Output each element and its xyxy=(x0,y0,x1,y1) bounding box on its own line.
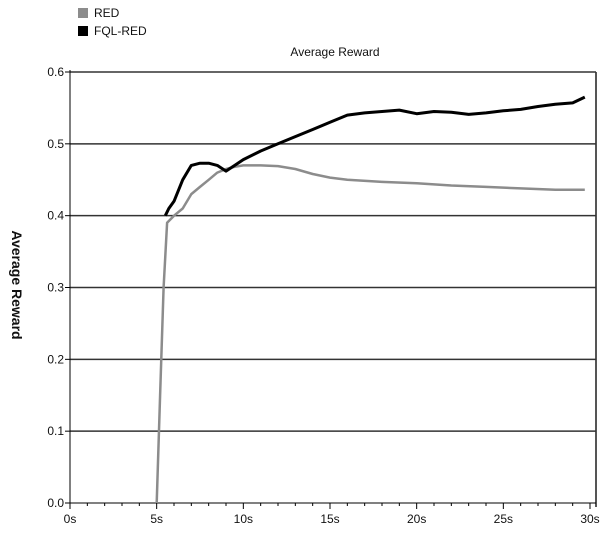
x-tick-label-5: 25s xyxy=(494,512,513,526)
y-tick-label-2: 0.2 xyxy=(47,352,64,366)
y-tick-label-5: 0.5 xyxy=(47,137,64,151)
y-tick-label-4: 0.4 xyxy=(47,209,64,223)
series-line-red xyxy=(155,164,585,504)
x-tick-label-6: 30s xyxy=(580,512,599,526)
x-tick-label-0: 0s xyxy=(64,512,77,526)
legend-swatch-fql-red xyxy=(78,26,88,36)
y-tick-label-1: 0.1 xyxy=(47,424,64,438)
legend-swatch-red xyxy=(78,8,88,18)
x-tick-label-2: 10s xyxy=(234,512,253,526)
chart-title: Average Reward xyxy=(290,45,380,59)
legend-item-red: RED xyxy=(78,4,147,22)
y-tick-label-3: 0.3 xyxy=(47,281,64,295)
x-tick-label-4: 20s xyxy=(407,512,426,526)
y-tick-label-0: 0.0 xyxy=(47,496,64,510)
legend-item-fql-red: FQL-RED xyxy=(78,22,147,40)
legend-label-red: RED xyxy=(94,6,120,20)
y-axis-label: Average Reward xyxy=(9,230,25,340)
legend: RED FQL-RED xyxy=(78,4,147,40)
x-tick-label-1: 5s xyxy=(150,512,163,526)
legend-label-fql-red: FQL-RED xyxy=(94,24,147,38)
x-tick-label-3: 15s xyxy=(320,512,339,526)
series-line-fql-red xyxy=(163,95,586,217)
y-tick-label-6: 0.6 xyxy=(47,65,64,79)
